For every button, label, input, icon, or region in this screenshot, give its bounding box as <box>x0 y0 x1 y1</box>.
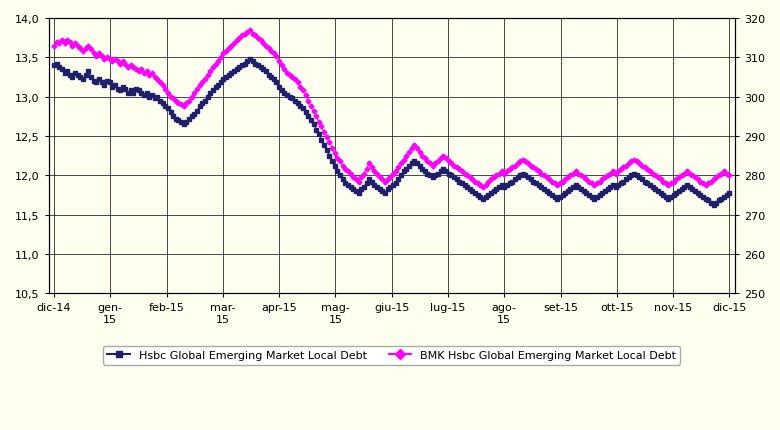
Legend: Hsbc Global Emerging Market Local Debt, BMK Hsbc Global Emerging Market Local De: Hsbc Global Emerging Market Local Debt, … <box>103 346 680 365</box>
